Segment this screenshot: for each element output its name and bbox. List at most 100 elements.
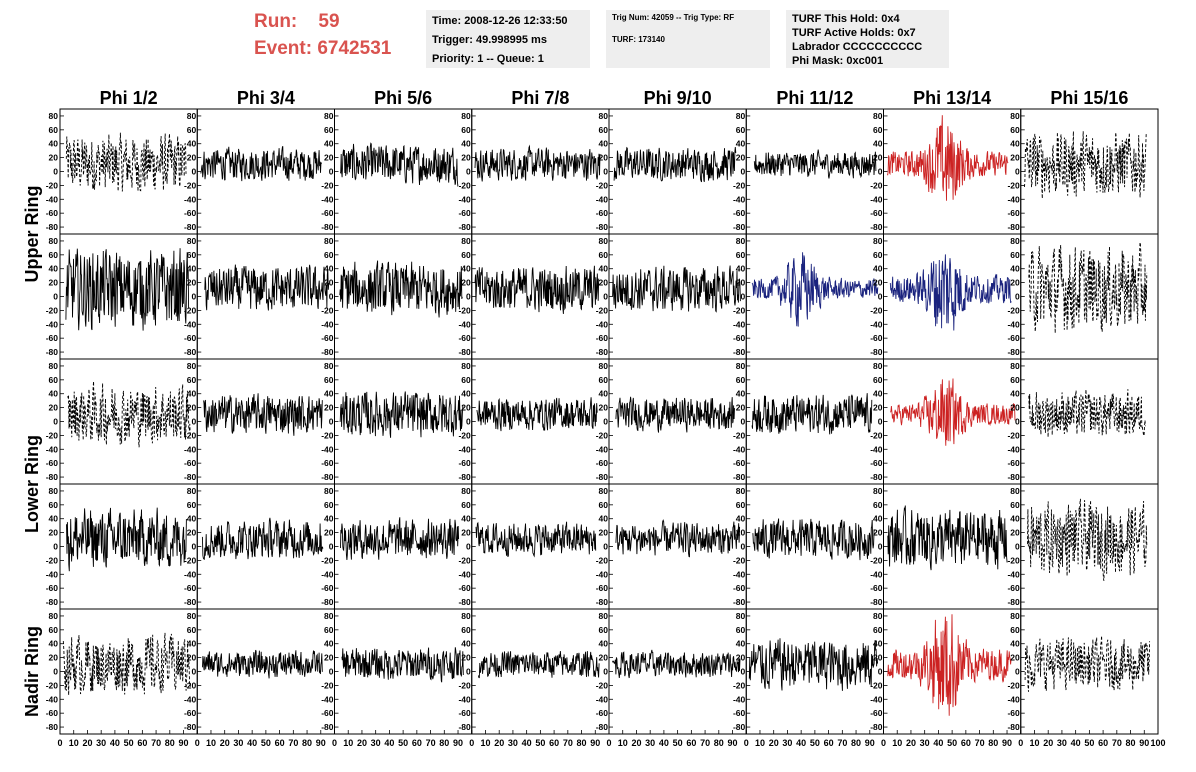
x-tick-label: 20 [82, 738, 92, 748]
y-tick-label: 40 [324, 264, 334, 274]
y-tick-label: -40 [46, 319, 59, 329]
y-tick-label: -60 [321, 208, 334, 218]
waveform-trace [339, 142, 459, 187]
y-tick-label: 80 [49, 361, 59, 371]
y-tick-label: -20 [321, 430, 334, 440]
y-tick-label: 60 [49, 625, 59, 635]
y-tick-label: 20 [736, 528, 746, 538]
y-tick-label: -60 [1007, 458, 1020, 468]
y-tick-label: -80 [184, 347, 197, 357]
y-tick-label: 80 [461, 611, 471, 621]
y-tick-label: 60 [736, 250, 746, 260]
y-tick-label: -20 [184, 305, 197, 315]
x-tick-label: 10 [892, 738, 902, 748]
y-tick-label: -80 [184, 222, 197, 232]
y-tick-label: -80 [596, 597, 609, 607]
x-tick-label: 0 [744, 738, 749, 748]
y-tick-label: -40 [733, 694, 746, 704]
x-tick-label: 30 [782, 738, 792, 748]
x-tick-label: 70 [288, 738, 298, 748]
y-tick-label: 40 [324, 139, 334, 149]
y-tick-label: -40 [321, 194, 334, 204]
y-tick-label: 0 [329, 667, 334, 677]
y-tick-label: -80 [46, 472, 59, 482]
y-tick-label: -60 [458, 333, 471, 343]
y-tick-label: 20 [736, 653, 746, 663]
y-tick-label: -80 [870, 472, 883, 482]
y-tick-label: 40 [736, 514, 746, 524]
y-tick-label: 0 [53, 417, 58, 427]
y-tick-label: 40 [1010, 514, 1020, 524]
x-tick-label: 40 [1071, 738, 1081, 748]
y-tick-label: 40 [324, 514, 334, 524]
waveform-trace [615, 519, 741, 558]
x-tick-label: 20 [631, 738, 641, 748]
y-tick-label: 20 [324, 278, 334, 288]
y-tick-label: -20 [733, 180, 746, 190]
x-tick-label: 20 [906, 738, 916, 748]
event-row: Event: 6742531 [254, 35, 391, 62]
y-tick-label: 20 [736, 403, 746, 413]
y-tick-label: 60 [736, 125, 746, 135]
y-tick-label: -60 [596, 458, 609, 468]
info-line: Trig Num: 42059 -- Trig Type: RF [612, 13, 735, 22]
waveform-trace [65, 132, 187, 192]
y-tick-label: -20 [46, 305, 59, 315]
waveform-trace [1028, 242, 1148, 334]
y-tick-label: -20 [1007, 680, 1020, 690]
x-tick-label: 30 [233, 738, 243, 748]
y-tick-label: -80 [733, 722, 746, 732]
y-tick-label: 80 [461, 236, 471, 246]
y-tick-label: -80 [596, 722, 609, 732]
y-tick-label: 20 [736, 153, 746, 163]
y-tick-label: 40 [599, 264, 609, 274]
x-tick-label: 50 [1084, 738, 1094, 748]
waveform-trace [613, 146, 737, 183]
y-tick-label: 80 [736, 611, 746, 621]
y-tick-label: -20 [458, 555, 471, 565]
y-tick-label: -60 [321, 708, 334, 718]
ring-label: Upper Ring [22, 186, 42, 283]
y-tick-label: 60 [187, 125, 197, 135]
y-tick-label: 0 [466, 292, 471, 302]
x-tick-label: 60 [686, 738, 696, 748]
x-tick-label: 50 [261, 738, 271, 748]
y-tick-label: 80 [324, 611, 334, 621]
y-tick-label: 0 [1015, 292, 1020, 302]
y-tick-label: -40 [1007, 444, 1020, 454]
y-tick-label: 0 [603, 667, 608, 677]
y-tick-label: 20 [873, 278, 883, 288]
y-tick-label: 0 [1015, 167, 1020, 177]
y-tick-label: 80 [736, 111, 746, 121]
y-tick-label: 0 [466, 167, 471, 177]
y-tick-label: 80 [599, 111, 609, 121]
y-tick-label: 80 [873, 111, 883, 121]
y-tick-label: 0 [466, 667, 471, 677]
y-tick-label: -80 [321, 597, 334, 607]
x-tick-label: 30 [96, 738, 106, 748]
y-tick-label: -40 [184, 319, 197, 329]
x-tick-label: 80 [439, 738, 449, 748]
y-tick-label: -60 [733, 458, 746, 468]
x-tick-label: 50 [535, 738, 545, 748]
y-tick-label: -80 [1007, 597, 1020, 607]
x-tick-label: 60 [549, 738, 559, 748]
waveform-trace [1028, 389, 1146, 438]
y-tick-label: 80 [187, 236, 197, 246]
y-tick-label: 40 [736, 389, 746, 399]
waveform-trace [474, 265, 600, 314]
x-tick-label: 50 [810, 738, 820, 748]
waveform-trace [612, 265, 741, 313]
y-tick-label: 80 [1010, 486, 1020, 496]
y-tick-label: -80 [46, 222, 59, 232]
y-tick-label: 20 [873, 153, 883, 163]
run-event-header: Run: 59 Event: 6742531 [254, 8, 391, 62]
y-tick-label: 80 [736, 486, 746, 496]
y-tick-label: 80 [599, 236, 609, 246]
y-tick-label: 60 [599, 125, 609, 135]
y-tick-label: -40 [458, 694, 471, 704]
y-tick-label: -80 [1007, 472, 1020, 482]
y-tick-label: -40 [458, 444, 471, 454]
y-tick-label: 0 [329, 417, 334, 427]
run-label: Run: [254, 11, 298, 32]
